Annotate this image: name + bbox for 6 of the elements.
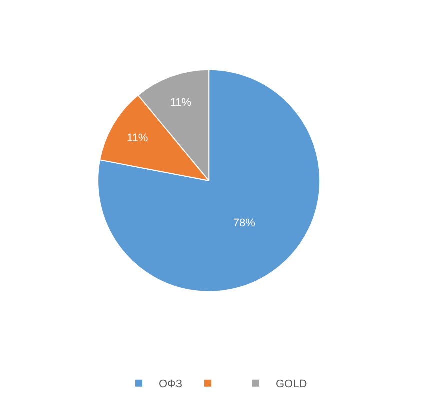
data-label: 11% bbox=[126, 132, 148, 145]
legend-label: GOLD bbox=[276, 378, 308, 391]
legend-label: ОФЗ bbox=[159, 378, 183, 391]
pie-slice bbox=[98, 69, 321, 292]
data-label: 78% bbox=[233, 218, 256, 230]
data-label: 11% bbox=[170, 96, 192, 109]
